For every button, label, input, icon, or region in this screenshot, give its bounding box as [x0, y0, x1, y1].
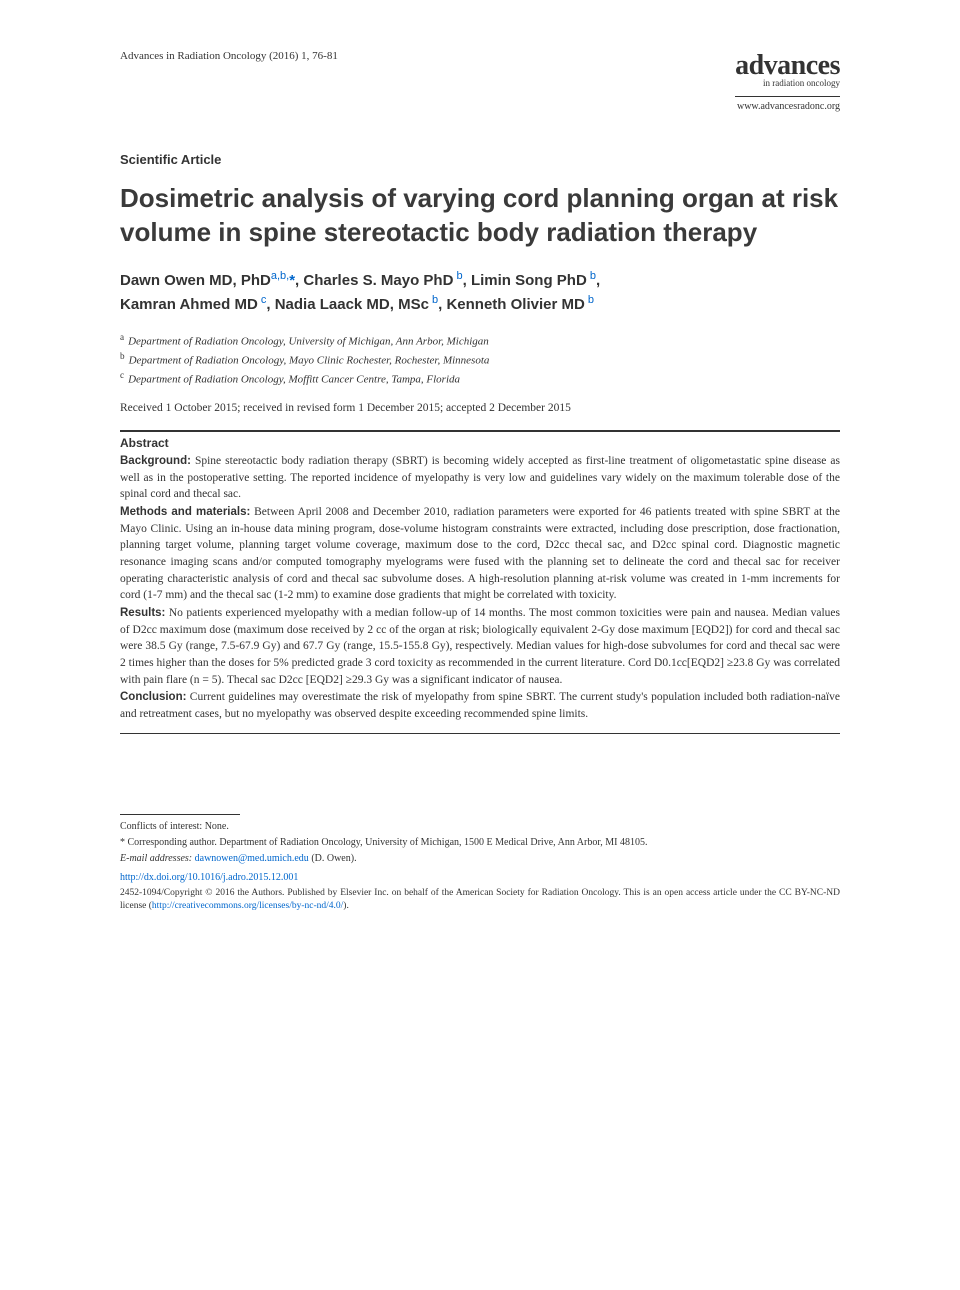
email-link[interactable]: dawnowen@med.umich.edu — [195, 853, 309, 864]
article-title: Dosimetric analysis of varying cord plan… — [120, 182, 840, 250]
website-url: www.advancesradonc.org — [735, 101, 840, 112]
license-link[interactable]: http://creativecommons.org/licenses/by-n… — [152, 901, 343, 911]
affiliation-a: a Department of Radiation Oncology, Unive… — [120, 331, 840, 350]
email-suffix: (D. Owen). — [309, 853, 357, 864]
email-label: E-mail addresses: — [120, 853, 195, 864]
authors-list: Dawn Owen MD, PhDa,b,*, Charles S. Mayo … — [120, 268, 840, 317]
email-line: E-mail addresses: dawnowen@med.umich.edu… — [120, 851, 840, 866]
abstract-top-rule — [120, 430, 840, 432]
methods-text: Between April 2008 and December 2010, ra… — [120, 506, 840, 601]
author-3: , Limin Song PhD — [463, 272, 587, 289]
affil-a-sup: a — [120, 332, 124, 342]
abstract-conclusion: Conclusion: Current guidelines may overe… — [120, 689, 840, 722]
author-6: , Kenneth Olivier MD — [438, 296, 585, 313]
author-5: , Nadia Laack MD, MSc — [266, 296, 429, 313]
conflicts-line: Conflicts of interest: None. — [120, 819, 840, 834]
author-2-sup: b — [453, 270, 462, 282]
affil-b-text: Department of Radiation Oncology, Mayo C… — [129, 354, 490, 366]
article-type: Scientific Article — [120, 152, 840, 167]
author-5-sup: b — [429, 294, 438, 306]
header-row: Advances in Radiation Oncology (2016) 1,… — [120, 50, 840, 112]
author-2: , Charles S. Mayo PhD — [295, 272, 453, 289]
conclusion-heading: Conclusion: — [120, 691, 186, 703]
affiliation-b: b Department of Radiation Oncology, Mayo … — [120, 350, 840, 369]
background-heading: Background: — [120, 455, 191, 467]
conclusion-text: Current guidelines may overestimate the … — [120, 691, 840, 720]
footnotes: Conflicts of interest: None. * Correspon… — [120, 814, 840, 914]
affil-c-sup: c — [120, 370, 124, 380]
results-text: No patients experienced myelopathy with … — [120, 607, 840, 686]
abstract-results: Results: No patients experienced myelopa… — [120, 605, 840, 688]
affil-b-sup: b — [120, 351, 125, 361]
journal-citation: Advances in Radiation Oncology (2016) 1,… — [120, 50, 338, 62]
footnotes-rule — [120, 814, 240, 815]
author-1: Dawn Owen MD, PhD — [120, 272, 271, 289]
doi-link[interactable]: http://dx.doi.org/10.1016/j.adro.2015.12… — [120, 870, 840, 885]
article-dates: Received 1 October 2015; received in rev… — [120, 402, 840, 414]
corr-text: Corresponding author. Department of Radi… — [125, 837, 647, 848]
abstract-label: Abstract — [120, 436, 840, 450]
author-6-sup: b — [585, 294, 594, 306]
logo-section: advances in radiation oncology www.advan… — [735, 50, 840, 112]
results-heading: Results: — [120, 607, 165, 619]
background-text: Spine stereotactic body radiation therap… — [120, 455, 840, 500]
author-3-sup: b — [587, 270, 596, 282]
logo-divider — [735, 96, 840, 97]
methods-heading: Methods and materials: — [120, 506, 250, 518]
abstract-methods: Methods and materials: Between April 200… — [120, 504, 840, 604]
affiliations: a Department of Radiation Oncology, Unive… — [120, 331, 840, 388]
copyright-suffix: ). — [343, 901, 349, 911]
affil-a-text: Department of Radiation Oncology, Univer… — [128, 335, 489, 347]
affil-c-text: Department of Radiation Oncology, Moffit… — [128, 374, 460, 386]
abstract-background: Background: Spine stereotactic body radi… — [120, 453, 840, 503]
author-4: Kamran Ahmed MD — [120, 296, 258, 313]
abstract-body: Background: Spine stereotactic body radi… — [120, 453, 840, 723]
author-1-sup: a,b, — [271, 270, 289, 282]
copyright-line: 2452-1094/Copyright © 2016 the Authors. … — [120, 887, 840, 914]
affiliation-c: c Department of Radiation Oncology, Moffi… — [120, 369, 840, 388]
abstract-bottom-rule — [120, 733, 840, 734]
corresponding-line: * Corresponding author. Department of Ra… — [120, 835, 840, 850]
